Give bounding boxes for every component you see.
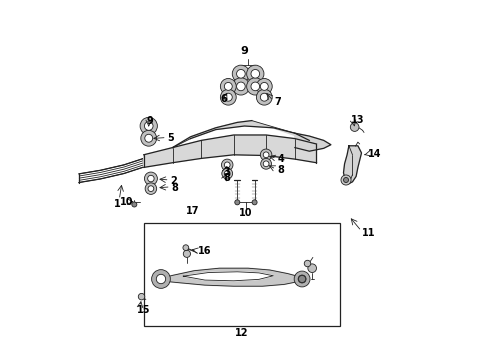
Circle shape — [144, 122, 153, 130]
Circle shape — [236, 69, 244, 78]
Polygon shape — [343, 146, 361, 184]
Circle shape — [221, 159, 232, 171]
Polygon shape — [294, 133, 330, 151]
Circle shape — [294, 271, 309, 287]
Circle shape — [138, 293, 144, 300]
Text: 14: 14 — [367, 149, 381, 159]
Circle shape — [251, 200, 257, 205]
Circle shape — [234, 200, 239, 205]
Text: 8: 8 — [276, 165, 283, 175]
Text: 2: 2 — [170, 176, 177, 186]
Circle shape — [250, 82, 259, 91]
Circle shape — [260, 93, 268, 101]
Circle shape — [224, 162, 230, 168]
Text: 1: 1 — [113, 199, 120, 210]
Text: 11: 11 — [361, 228, 375, 238]
Text: 7: 7 — [273, 97, 280, 107]
Circle shape — [298, 275, 305, 283]
Text: 15: 15 — [136, 305, 150, 315]
Polygon shape — [143, 135, 316, 167]
Circle shape — [145, 183, 156, 194]
Text: 5: 5 — [167, 133, 174, 143]
Circle shape — [246, 65, 264, 82]
Circle shape — [148, 186, 153, 192]
Circle shape — [236, 82, 244, 91]
Circle shape — [156, 274, 165, 284]
Circle shape — [260, 82, 268, 90]
Text: 9: 9 — [146, 116, 153, 126]
Circle shape — [256, 89, 272, 105]
Circle shape — [183, 250, 190, 257]
Circle shape — [263, 152, 268, 158]
Circle shape — [298, 275, 305, 283]
Text: 17: 17 — [186, 206, 199, 216]
Circle shape — [343, 177, 348, 183]
Circle shape — [224, 171, 230, 176]
Bar — [143, 223, 339, 326]
Circle shape — [232, 65, 249, 82]
Text: 9: 9 — [240, 46, 248, 56]
Text: 8: 8 — [223, 173, 229, 183]
Text: 3: 3 — [223, 167, 229, 177]
Polygon shape — [158, 268, 305, 286]
Text: 10: 10 — [120, 197, 134, 207]
Circle shape — [140, 117, 157, 135]
Polygon shape — [172, 121, 309, 148]
Circle shape — [144, 134, 152, 142]
Circle shape — [220, 78, 236, 94]
Circle shape — [263, 161, 268, 167]
Circle shape — [304, 260, 310, 267]
Circle shape — [220, 89, 236, 105]
Text: 4: 4 — [277, 154, 284, 164]
Circle shape — [224, 93, 232, 101]
Circle shape — [260, 158, 271, 169]
Text: 16: 16 — [197, 246, 211, 256]
Circle shape — [250, 69, 259, 78]
Circle shape — [183, 245, 188, 251]
Circle shape — [132, 202, 137, 207]
Circle shape — [151, 270, 170, 288]
Text: 8: 8 — [171, 183, 178, 193]
Text: 6: 6 — [220, 94, 226, 104]
Circle shape — [256, 78, 272, 94]
Circle shape — [246, 78, 264, 95]
Circle shape — [141, 130, 156, 146]
Circle shape — [260, 149, 271, 161]
Polygon shape — [183, 272, 273, 281]
Circle shape — [307, 264, 316, 273]
Circle shape — [224, 82, 232, 90]
Circle shape — [232, 78, 249, 95]
Circle shape — [222, 168, 232, 179]
Text: 12: 12 — [234, 328, 248, 338]
Circle shape — [349, 123, 358, 131]
Text: 10: 10 — [239, 208, 252, 218]
Circle shape — [144, 172, 157, 185]
Circle shape — [147, 175, 154, 182]
Circle shape — [340, 175, 350, 185]
Text: 13: 13 — [351, 115, 364, 125]
